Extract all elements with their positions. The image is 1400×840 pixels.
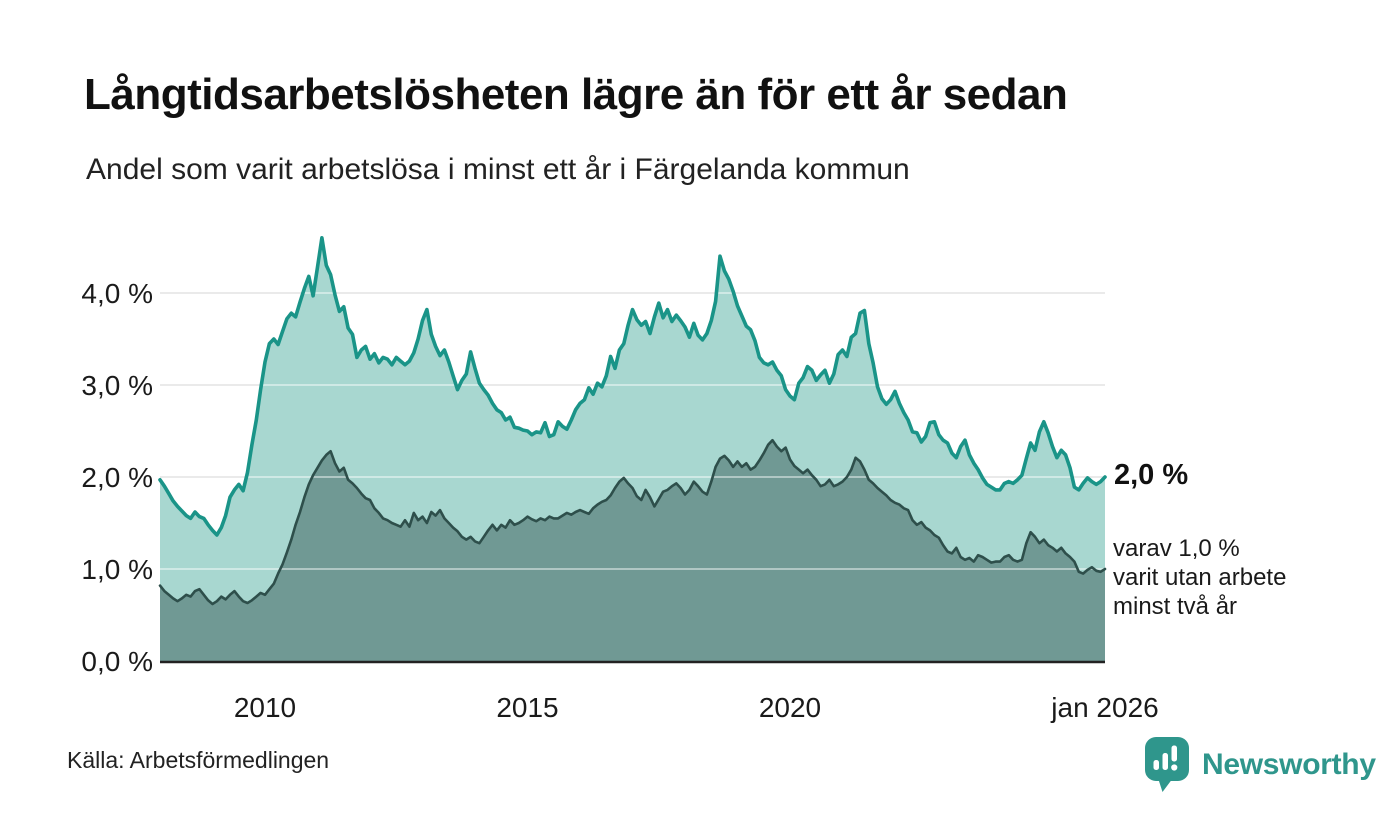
breakdown-line: varit utan arbete [1113,564,1287,591]
series-2plus-year-area [160,440,1105,661]
breakdown-line: minst två år [1113,593,1238,620]
y-axis-tick-label: 3,0 % [81,370,153,401]
series-1plus-year-line [158,236,1107,537]
newsworthy-bubble-chart-icon [1145,737,1189,792]
newsworthy-logo: Newsworthy [1144,736,1376,793]
breakdown-line: varav 1,0 % [1113,535,1240,562]
page-subtitle: Andel som varit arbetslösa i minst ett å… [86,153,910,186]
x-axis-tick-label: 2020 [759,692,821,723]
x-axis-tick-label: 2010 [234,692,296,723]
y-axis-tick-label: 1,0 % [81,554,153,585]
x-axis-tick-label: jan 2026 [1050,692,1158,723]
y-axis-tick-label: 2,0 % [81,462,153,493]
page-title: Långtidsarbetslösheten lägre än för ett … [84,70,1068,119]
x-axis-tick-label: 2015 [496,692,558,723]
brand-name: Newsworthy [1202,747,1376,781]
breakdown-annotation: varav 1,0 % varit utan arbete minst två … [1113,534,1286,621]
y-axis-tick-label: 0,0 % [81,646,153,677]
latest-value-label: 2,0 % [1114,459,1189,491]
y-axis-tick-label: 4,0 % [81,278,153,309]
series-2plus-year-line [158,438,1107,606]
source-note: Källa: Arbetsförmedlingen [67,747,330,773]
